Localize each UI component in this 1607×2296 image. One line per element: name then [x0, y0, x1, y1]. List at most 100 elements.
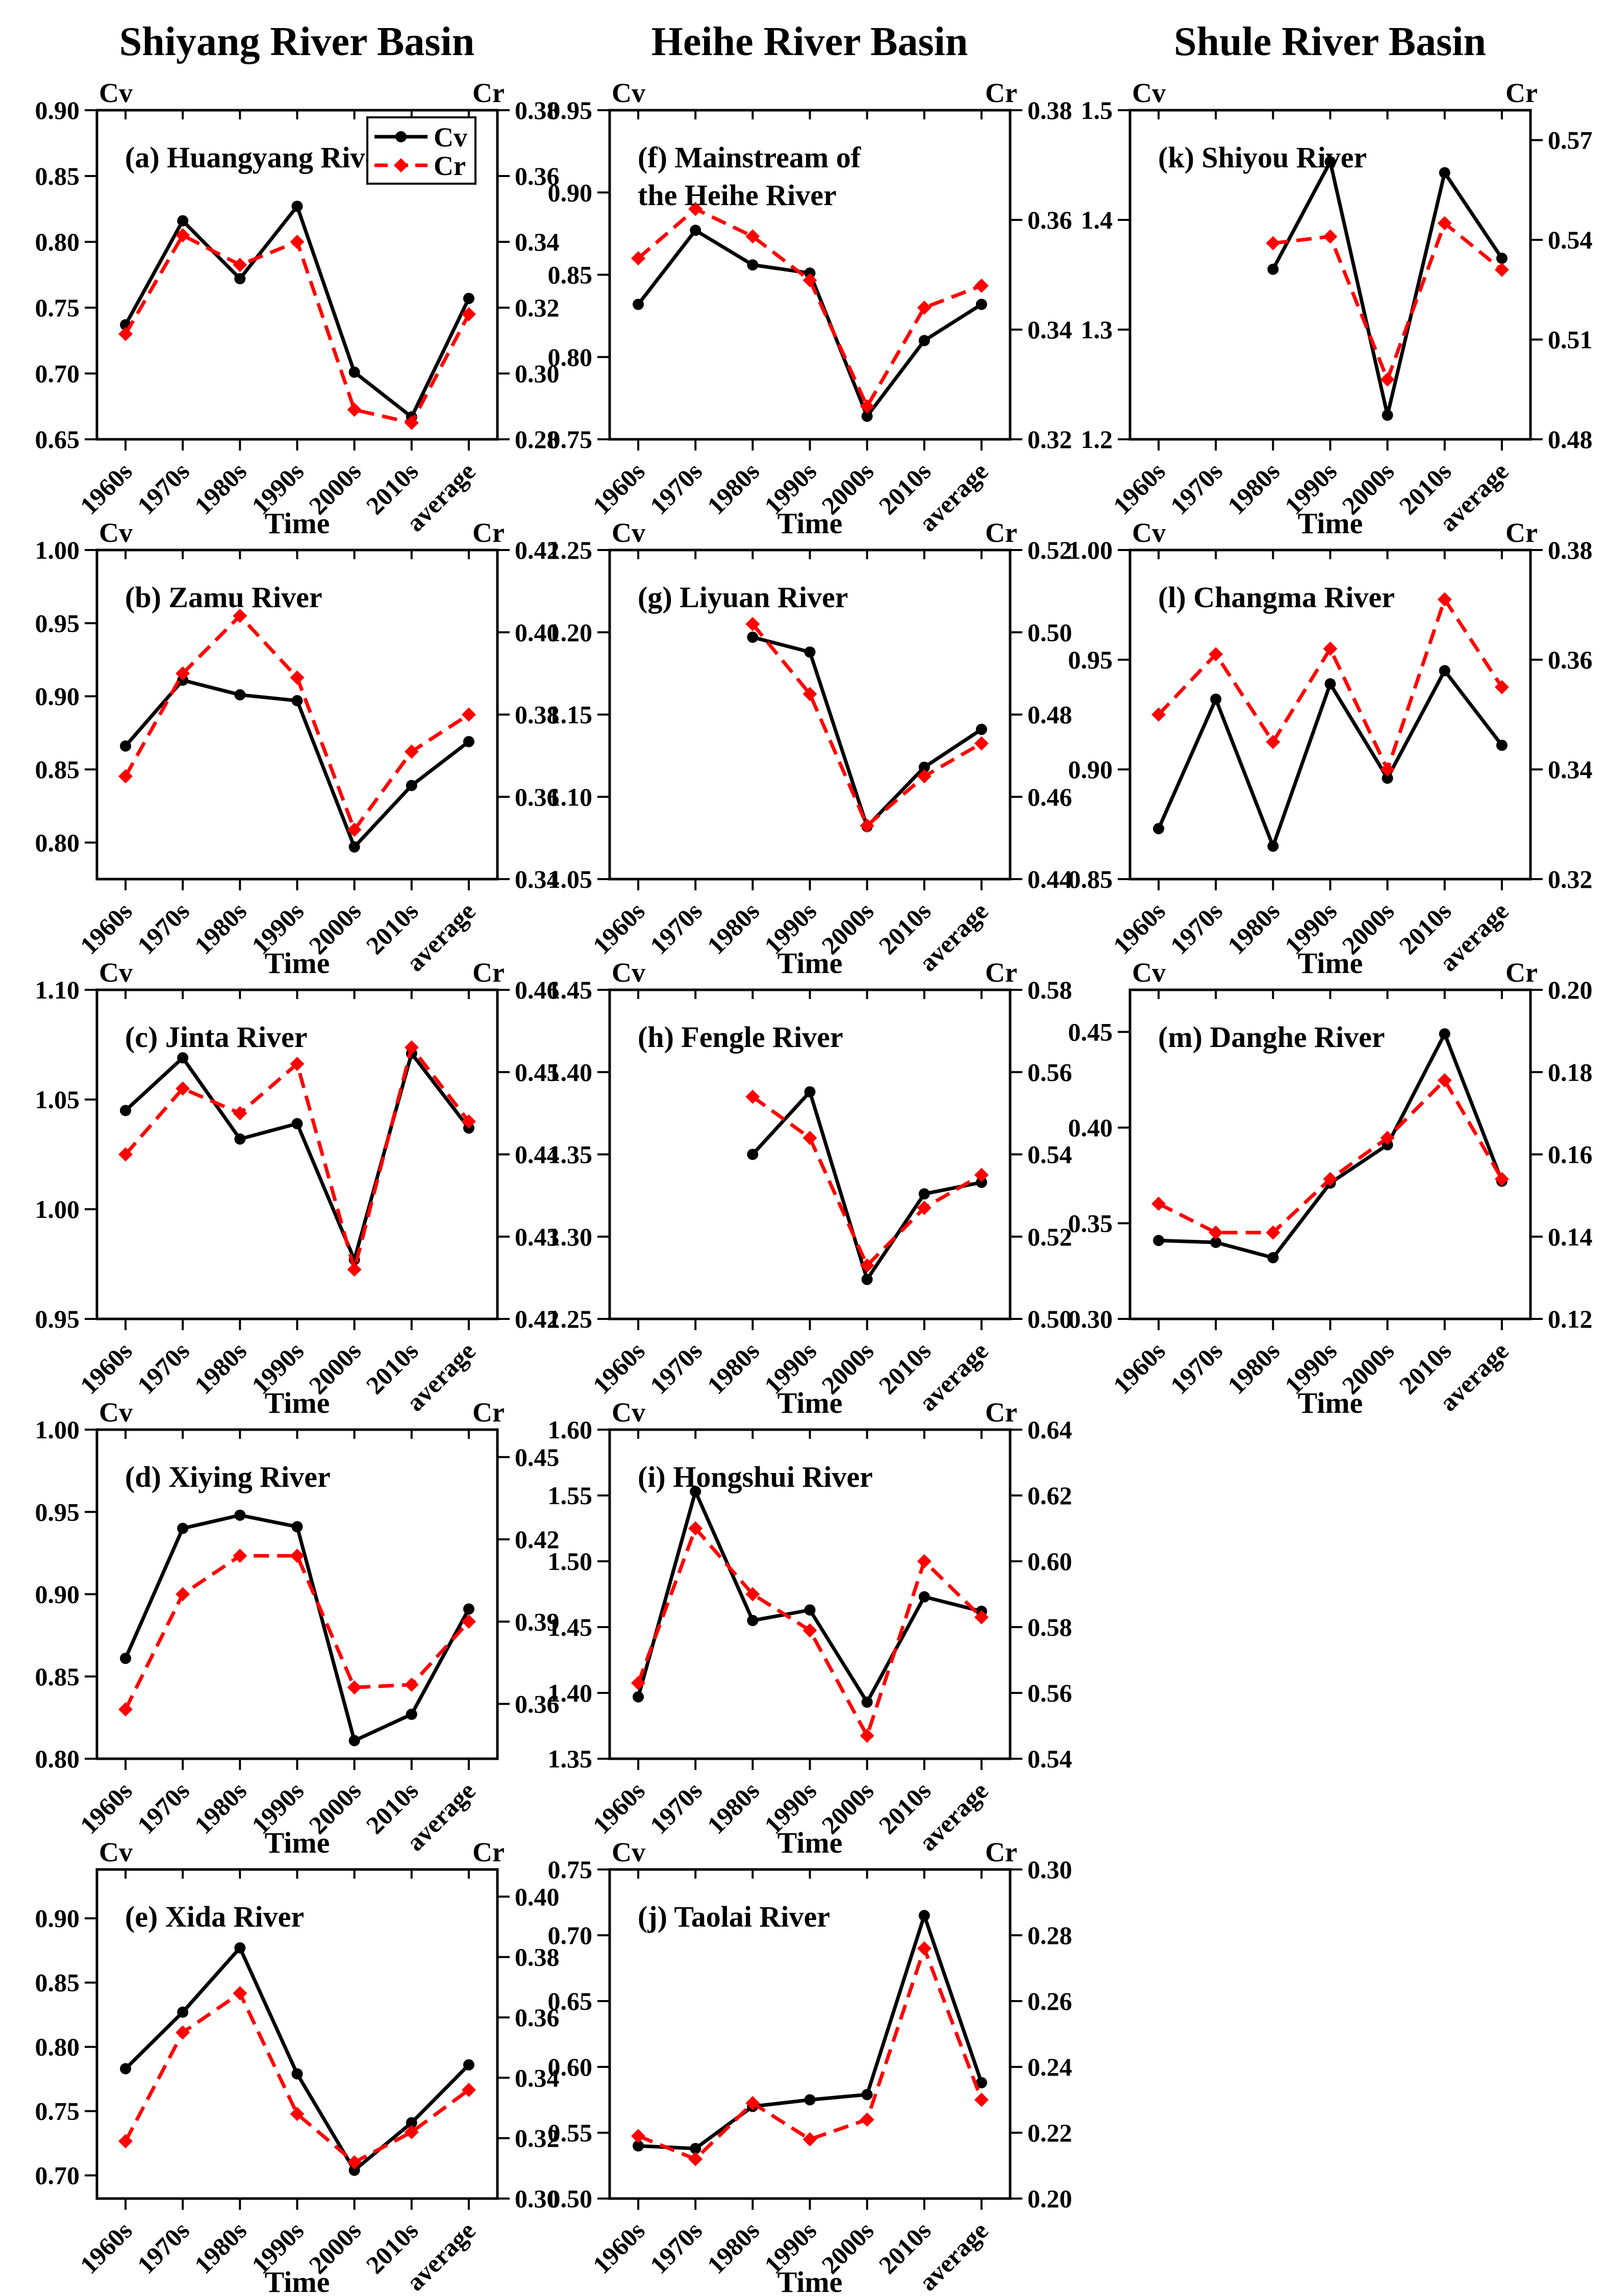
- cr-marker: [1209, 647, 1223, 662]
- cr-marker: [175, 1081, 190, 1096]
- left-tick-label: 1.35: [548, 1140, 593, 1169]
- cv-marker: [406, 2117, 417, 2129]
- column-title-shiyang: Shiyang River Basin: [119, 19, 475, 64]
- cv-marker: [918, 1910, 930, 1921]
- x-tick-label: 1980s: [1222, 896, 1285, 960]
- right-axis-title: Cr: [1505, 957, 1538, 988]
- right-axis-ticks: 0.36 0.39 0.42 0.45: [497, 1443, 560, 1718]
- right-axis-ticks: 0.34 0.36 0.38 0.40 0.42: [497, 536, 560, 893]
- cv-marker: [234, 689, 246, 701]
- x-tick-label: 1980s: [189, 1336, 252, 1400]
- cr-marker: [860, 1728, 874, 1743]
- left-tick-label: 0.80: [35, 2033, 80, 2061]
- left-axis-ticks: 0.75 0.80 0.85 0.90 0.95: [548, 96, 610, 454]
- x-axis-label: Time: [265, 507, 330, 540]
- cv-marker: [177, 215, 189, 227]
- right-tick-label: 0.36: [1027, 206, 1072, 234]
- cv-marker: [463, 2059, 474, 2070]
- cv-marker: [120, 1105, 132, 1116]
- cv-marker: [690, 224, 701, 236]
- cv-marker: [1210, 1237, 1222, 1248]
- left-axis-ticks: 0.70 0.75 0.80 0.85 0.90: [35, 1904, 97, 2190]
- cr-marker: [802, 1131, 817, 1145]
- right-tick-label: 0.12: [1548, 1305, 1593, 1333]
- cr-series-line: [124, 1043, 470, 1277]
- cv-marker: [348, 841, 360, 853]
- left-tick-label: 0.55: [548, 2118, 593, 2147]
- x-tick-label: 1960s: [74, 2216, 138, 2279]
- cr-marker: [233, 1106, 247, 1120]
- x-tick-label: 1980s: [189, 457, 252, 520]
- cr-marker: [1380, 372, 1395, 387]
- cr-marker: [1151, 1196, 1166, 1211]
- right-tick-label: 0.54: [1027, 1744, 1072, 1773]
- cr-marker: [175, 228, 190, 243]
- panel-title: (f) Mainstream of: [638, 141, 861, 174]
- cv-marker: [747, 1615, 759, 1627]
- cr-marker: [1209, 1225, 1223, 1240]
- right-tick-label: 0.30: [515, 359, 560, 388]
- left-axis-ticks: 0.80 0.85 0.90 0.95 1.00: [35, 536, 97, 857]
- cv-series-line: [1157, 667, 1503, 852]
- left-tick-label: 0.80: [35, 228, 80, 256]
- cv-marker: [747, 1149, 759, 1160]
- cr-marker: [631, 1676, 646, 1690]
- left-tick-label: 1.45: [548, 976, 593, 1004]
- cr-marker: [802, 687, 817, 702]
- x-tick-label: 1980s: [1222, 457, 1285, 520]
- cr-marker: [175, 666, 190, 681]
- right-axis-title: Cr: [472, 957, 505, 988]
- right-tick-label: 0.40: [515, 618, 560, 646]
- cv-marker: [1439, 1028, 1450, 1040]
- right-axis-ticks: 0.32 0.34 0.36 0.38: [1010, 96, 1072, 454]
- right-tick-label: 0.30: [515, 2184, 560, 2213]
- x-tick-label: 1960s: [74, 896, 138, 960]
- cv-marker: [463, 1603, 474, 1615]
- legend-box: [366, 116, 476, 185]
- left-axis-title: Cv: [612, 78, 645, 108]
- left-tick-label: 0.75: [35, 293, 80, 322]
- right-tick-label: 0.30: [1027, 1855, 1072, 1884]
- left-tick-label: 0.45: [1068, 1018, 1113, 1046]
- left-tick-label: 0.65: [548, 1987, 593, 2015]
- right-tick-label: 0.42: [515, 1305, 560, 1333]
- left-tick-label: 0.65: [35, 425, 80, 454]
- panel-j: 1960s1970s1980s1990s2000s2010saverage0.5…: [548, 1837, 1072, 2296]
- right-tick-label: 0.32: [1548, 865, 1593, 893]
- cv-marker: [463, 292, 474, 304]
- column-title-heihe: Heihe River Basin: [651, 19, 968, 64]
- left-tick-label: 0.95: [1068, 645, 1113, 674]
- left-tick-label: 1.4: [1081, 206, 1113, 234]
- left-tick-label: 1.00: [35, 536, 80, 564]
- left-tick-label: 1.30: [548, 1222, 593, 1251]
- left-tick-label: 0.75: [548, 425, 593, 454]
- panel-title: the Heihe River: [638, 179, 837, 212]
- x-tick-label: 1970s: [644, 457, 708, 520]
- right-tick-label: 0.14: [1548, 1222, 1593, 1251]
- cr-marker: [917, 1201, 932, 1215]
- cr-marker: [974, 1610, 989, 1625]
- left-axis-title: Cv: [99, 78, 133, 108]
- left-tick-label: 1.2: [1081, 425, 1113, 454]
- cr-marker: [175, 1587, 190, 1602]
- x-axis-label: Time: [265, 2265, 330, 2296]
- cv-marker: [120, 1653, 132, 1664]
- x-tick-label: 1980s: [189, 1776, 252, 1839]
- right-axis-ticks: 0.30 0.32 0.34 0.36 0.38 0.40: [497, 1882, 560, 2213]
- x-axis-label: Time: [1298, 507, 1363, 540]
- cr-marker: [404, 2125, 419, 2139]
- cr-marker: [118, 769, 133, 784]
- left-tick-label: 1.05: [35, 1085, 80, 1114]
- panel-title: (i) Hongshui River: [638, 1460, 873, 1493]
- x-axis-label: Time: [265, 946, 330, 980]
- cr-marker: [1323, 1171, 1338, 1186]
- right-tick-label: 0.43: [515, 1222, 560, 1251]
- right-axis-title: Cr: [472, 1397, 505, 1428]
- cr-series-line: [751, 1095, 983, 1269]
- left-tick-label: 1.55: [548, 1481, 593, 1510]
- cv-marker: [918, 761, 930, 773]
- cr-marker: [1437, 1073, 1452, 1088]
